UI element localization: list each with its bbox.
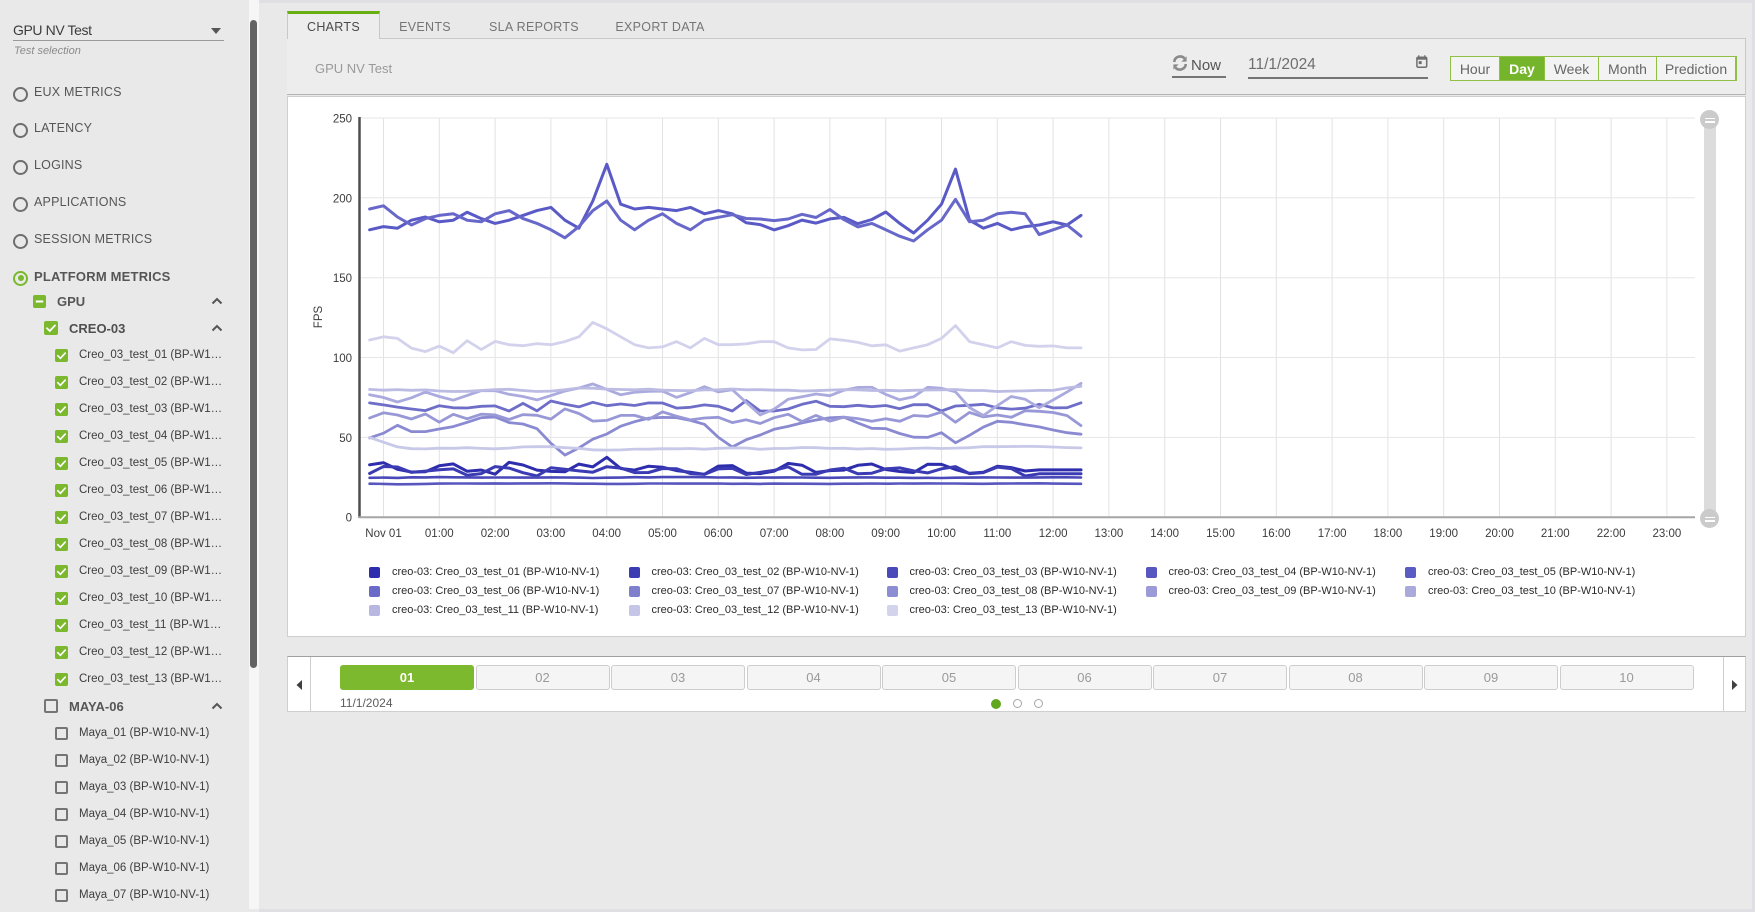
- svg-text:04:00: 04:00: [592, 528, 621, 540]
- svg-text:16:00: 16:00: [1262, 528, 1291, 540]
- svg-text:17:00: 17:00: [1318, 528, 1347, 540]
- svg-text:13:00: 13:00: [1095, 528, 1124, 540]
- svg-text:11:00: 11:00: [983, 528, 1011, 540]
- svg-text:20:00: 20:00: [1485, 528, 1514, 540]
- svg-text:14:00: 14:00: [1150, 528, 1179, 540]
- svg-text:02:00: 02:00: [481, 528, 510, 540]
- svg-text:18:00: 18:00: [1374, 528, 1403, 540]
- svg-text:10:00: 10:00: [927, 528, 956, 540]
- svg-text:19:00: 19:00: [1429, 528, 1458, 540]
- svg-text:01:00: 01:00: [425, 528, 454, 540]
- svg-text:09:00: 09:00: [871, 528, 900, 540]
- svg-text:15:00: 15:00: [1206, 528, 1235, 540]
- svg-text:06:00: 06:00: [704, 528, 733, 540]
- svg-text:08:00: 08:00: [816, 528, 845, 540]
- svg-text:50: 50: [339, 433, 352, 445]
- svg-text:23:00: 23:00: [1653, 528, 1682, 540]
- svg-text:250: 250: [333, 114, 352, 126]
- svg-text:21:00: 21:00: [1541, 528, 1570, 540]
- svg-text:Nov 01: Nov 01: [365, 528, 401, 540]
- svg-text:0: 0: [346, 513, 352, 525]
- svg-text:100: 100: [333, 353, 352, 365]
- svg-text:03:00: 03:00: [537, 528, 566, 540]
- svg-text:05:00: 05:00: [648, 528, 677, 540]
- svg-text:FPS: FPS: [313, 305, 325, 328]
- svg-text:07:00: 07:00: [760, 528, 789, 540]
- svg-text:200: 200: [333, 193, 352, 205]
- svg-text:12:00: 12:00: [1039, 528, 1068, 540]
- svg-text:22:00: 22:00: [1597, 528, 1626, 540]
- svg-text:150: 150: [333, 273, 352, 285]
